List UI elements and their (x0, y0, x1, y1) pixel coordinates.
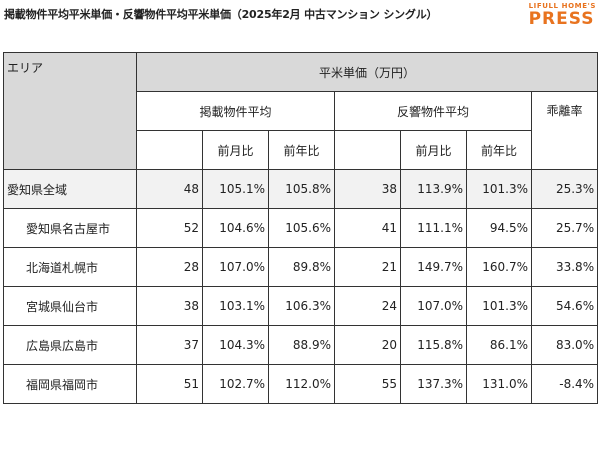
row-divergence: 25.7% (530, 208, 599, 248)
row-inquired-yoy: 101.3% (466, 286, 532, 326)
row-listed-yoy: 106.3% (268, 286, 335, 326)
row-inquired-mom: 107.0% (400, 286, 467, 326)
table-row: 愛知県名古屋市 52 104.6% 105.6% 41 111.1% 94.5%… (3, 208, 599, 248)
row-area-name: 宮城県仙台市 (3, 286, 137, 326)
row-area-name: 愛知県全域 (3, 169, 137, 209)
row-inquired-yoy: 94.5% (466, 208, 532, 248)
row-listed-mom: 104.3% (202, 325, 269, 365)
row-area-name: 北海道札幌市 (3, 247, 137, 287)
row-listed-mom: 104.6% (202, 208, 269, 248)
row-listed-mom: 103.1% (202, 286, 269, 326)
row-divergence: 25.3% (530, 169, 599, 209)
row-listed-value: 38 (136, 286, 203, 326)
row-listed-yoy: 105.8% (268, 169, 335, 209)
row-inquired-yoy: 131.0% (466, 364, 532, 404)
header-area: エリア (3, 52, 137, 170)
row-inquired-value: 41 (334, 208, 401, 248)
row-inquired-mom: 137.3% (400, 364, 467, 404)
row-inquired-value: 24 (334, 286, 401, 326)
logo-main-text: PRESS (528, 9, 595, 29)
header-listed-value (136, 130, 203, 170)
page-title: 掲載物件平均平米単価・反響物件平均平米単価（2025年2月 中古マンション シン… (4, 8, 438, 21)
row-listed-yoy: 88.9% (268, 325, 335, 365)
header-listed-mom: 前月比 (202, 130, 269, 170)
row-listed-yoy: 112.0% (268, 364, 335, 404)
row-divergence: 83.0% (530, 325, 599, 365)
row-inquired-mom: 111.1% (400, 208, 467, 248)
header-listed: 掲載物件平均 (136, 91, 335, 131)
row-divergence: 54.6% (530, 286, 599, 326)
row-area-name: 福岡県福岡市 (3, 364, 137, 404)
row-listed-value: 48 (136, 169, 203, 209)
row-area-name: 広島県広島市 (3, 325, 137, 365)
row-inquired-mom: 115.8% (400, 325, 467, 365)
row-listed-mom: 105.1% (202, 169, 269, 209)
row-listed-yoy: 105.6% (268, 208, 335, 248)
header-inquired-mom: 前月比 (400, 130, 467, 170)
table-row: 広島県広島市 37 104.3% 88.9% 20 115.8% 86.1% 8… (3, 325, 599, 365)
row-inquired-yoy: 101.3% (466, 169, 532, 209)
row-inquired-mom: 113.9% (400, 169, 467, 209)
header-inquired-value (334, 130, 401, 170)
row-listed-mom: 102.7% (202, 364, 269, 404)
header-listed-yoy: 前年比 (268, 130, 335, 170)
row-inquired-value: 20 (334, 325, 401, 365)
row-listed-value: 37 (136, 325, 203, 365)
row-listed-yoy: 89.8% (268, 247, 335, 287)
row-inquired-yoy: 86.1% (466, 325, 532, 365)
row-inquired-value: 21 (334, 247, 401, 287)
row-inquired-mom: 149.7% (400, 247, 467, 287)
row-inquired-yoy: 160.7% (466, 247, 532, 287)
row-listed-value: 28 (136, 247, 203, 287)
header-inquired-yoy: 前年比 (466, 130, 532, 170)
row-inquired-value: 55 (334, 364, 401, 404)
table-row: 愛知県全域 48 105.1% 105.8% 38 113.9% 101.3% … (3, 169, 599, 209)
row-area-name: 愛知県名古屋市 (3, 208, 137, 248)
brand-logo: LIFULL HOME'S PRESS (529, 2, 596, 28)
table-row: 宮城県仙台市 38 103.1% 106.3% 24 107.0% 101.3%… (3, 286, 599, 326)
row-divergence: 33.8% (530, 247, 599, 287)
table-row: 福岡県福岡市 51 102.7% 112.0% 55 137.3% 131.0%… (3, 364, 599, 404)
row-listed-value: 51 (136, 364, 203, 404)
price-table: エリア 平米単価（万円） 掲載物件平均 反響物件平均 乖離率 前月比 前年比 前… (3, 52, 599, 404)
row-listed-value: 52 (136, 208, 203, 248)
row-listed-mom: 107.0% (202, 247, 269, 287)
header-inquired: 反響物件平均 (334, 91, 532, 131)
header-divergence: 乖離率 (530, 91, 599, 170)
logo-top-text: LIFULL HOME'S (528, 2, 596, 10)
row-inquired-value: 38 (334, 169, 401, 209)
table-row: 北海道札幌市 28 107.0% 89.8% 21 149.7% 160.7% … (3, 247, 599, 287)
row-divergence: -8.4% (530, 364, 599, 404)
header-unit: 平米単価（万円） (135, 52, 599, 92)
